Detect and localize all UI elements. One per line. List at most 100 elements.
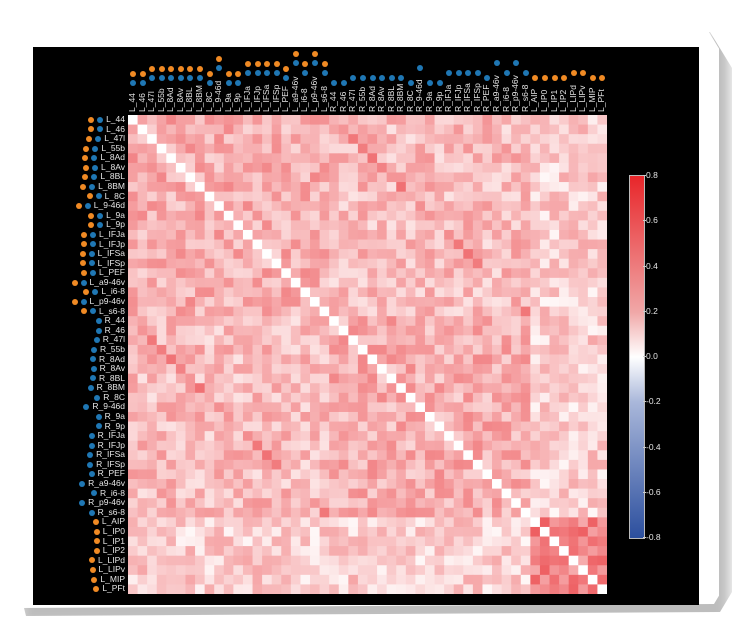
y-label: L_8BM	[80, 181, 125, 192]
y-label-text: R_46	[104, 324, 125, 335]
y-label: L_s6-8	[81, 305, 125, 317]
y-label: R_8C	[94, 392, 125, 403]
x-label-text: L_AIP	[529, 88, 540, 112]
blue-marker-dot	[92, 145, 99, 152]
y-label: R_IFJa	[88, 431, 125, 441]
y-label-text: L_IFSp	[97, 257, 125, 268]
y-label: L_8Ad	[82, 153, 125, 163]
orange-marker-dot	[93, 538, 100, 545]
y-label-text: R_i6-8	[99, 487, 125, 498]
orange-marker-dot	[89, 567, 96, 574]
orange-marker-dot	[91, 576, 98, 583]
y-label: R_8Ad	[90, 354, 125, 365]
blue-marker-dot	[87, 385, 94, 392]
blue-marker-dot	[388, 75, 395, 81]
x-label-text: R_p9-46v	[510, 75, 521, 112]
orange-marker-dot	[89, 557, 96, 564]
orange-marker-dot	[158, 66, 165, 72]
blue-marker-dot	[369, 75, 376, 81]
blue-marker-dot	[417, 65, 424, 71]
blue-marker-dot	[494, 60, 501, 66]
y-label: L_IFJa	[81, 229, 125, 240]
orange-marker-dot	[86, 135, 93, 142]
y-label-text: L_IP1	[102, 535, 125, 546]
y-label-text: L_s6-8	[99, 305, 125, 316]
blue-marker-dot	[90, 356, 96, 363]
y-label-text: L_8BM	[98, 181, 125, 192]
y-label-text: L_46	[106, 123, 125, 134]
blue-marker-dot	[513, 60, 520, 66]
x-label-text: L_PFt	[596, 89, 607, 112]
y-label: R_46	[95, 324, 125, 336]
y-label-text: R_a9-46v	[88, 478, 125, 489]
y-label: L_LIPv	[89, 565, 125, 575]
orange-marker-dot	[541, 75, 548, 81]
blue-marker-dot	[90, 346, 97, 353]
colorbar-tick-label: -0.8	[643, 532, 661, 542]
blue-marker-dot	[350, 75, 357, 81]
y-label: L_i6-8	[83, 287, 125, 297]
x-label-text: R_a9-46v	[491, 75, 502, 112]
blue-marker-dot	[83, 404, 90, 411]
blue-marker-dot	[283, 75, 290, 81]
blue-marker-dot	[206, 80, 213, 86]
orange-marker-dot	[79, 260, 86, 267]
y-label: R_8Av	[90, 363, 125, 374]
blue-marker-dot	[235, 80, 242, 86]
orange-marker-dot	[71, 279, 78, 286]
orange-marker-dot	[302, 61, 309, 67]
y-label: L_PEF	[81, 268, 125, 278]
blue-marker-dot	[97, 116, 104, 123]
x-label-text: L_47l	[146, 91, 157, 112]
x-label-text: R_47l	[347, 89, 358, 112]
y-label-text: L_i6-8	[101, 286, 125, 297]
y-label-text: R_IFSa	[96, 449, 125, 460]
blue-marker-dot	[95, 135, 102, 142]
y-label: L_9p	[88, 220, 125, 230]
blue-marker-dot	[426, 80, 433, 86]
orange-marker-dot	[81, 231, 87, 238]
y-label: R_8BL	[90, 373, 125, 384]
orange-marker-dot	[83, 164, 90, 171]
orange-marker-dot	[83, 145, 90, 152]
blue-marker-dot	[436, 80, 443, 86]
y-label: L_47l	[86, 134, 125, 144]
colorbar-tick-label: 0.2	[643, 305, 658, 316]
orange-marker-dot	[81, 241, 87, 248]
y-label: L_PFt	[93, 584, 125, 594]
blue-marker-dot	[80, 279, 87, 286]
y-label-text: L_MIP	[100, 573, 125, 584]
y-label-text: R_9-46d	[92, 401, 125, 412]
blue-marker-dot	[321, 70, 328, 76]
orange-marker-dot	[80, 183, 87, 190]
x-label-text: R_IFJa	[443, 84, 454, 112]
x-label-text: R_9a	[423, 91, 434, 112]
blue-marker-dot	[446, 70, 453, 76]
blue-marker-dot	[158, 75, 165, 81]
y-label: L_IFSp	[79, 257, 125, 269]
orange-marker-dot	[93, 528, 100, 535]
colorbar-tick-label: -0.4	[643, 441, 661, 452]
blue-marker-dot	[225, 80, 232, 86]
blue-marker-dot	[95, 317, 102, 324]
blue-marker-dot	[149, 75, 156, 81]
orange-marker-dot	[312, 51, 319, 57]
blue-marker-dot	[273, 70, 280, 76]
blue-marker-dot	[91, 174, 98, 181]
y-label-text: L_PFt	[102, 583, 125, 594]
y-label: L_9-46d	[75, 201, 125, 211]
y-label-text: R_9p	[104, 420, 125, 431]
blue-marker-dot	[87, 461, 94, 468]
orange-marker-dot	[580, 70, 587, 76]
orange-marker-dot	[589, 75, 596, 81]
x-label-text: L_p9-46v	[309, 76, 320, 112]
orange-marker-dot	[88, 126, 95, 133]
y-label-text: R_8Av	[99, 363, 125, 374]
heatmap-cells	[128, 115, 607, 594]
y-axis-labels: L_44 L_46 L_47l L_55b L_8Ad L_8Av L_8BL L_8BM L_…	[0, 114, 127, 594]
y-label-text: L_PEF	[99, 267, 125, 278]
y-label-text: L_IFSa	[97, 248, 125, 259]
blue-marker-dot	[79, 480, 86, 487]
y-label: R_IFJp	[88, 440, 125, 451]
blue-marker-dot	[292, 60, 299, 66]
